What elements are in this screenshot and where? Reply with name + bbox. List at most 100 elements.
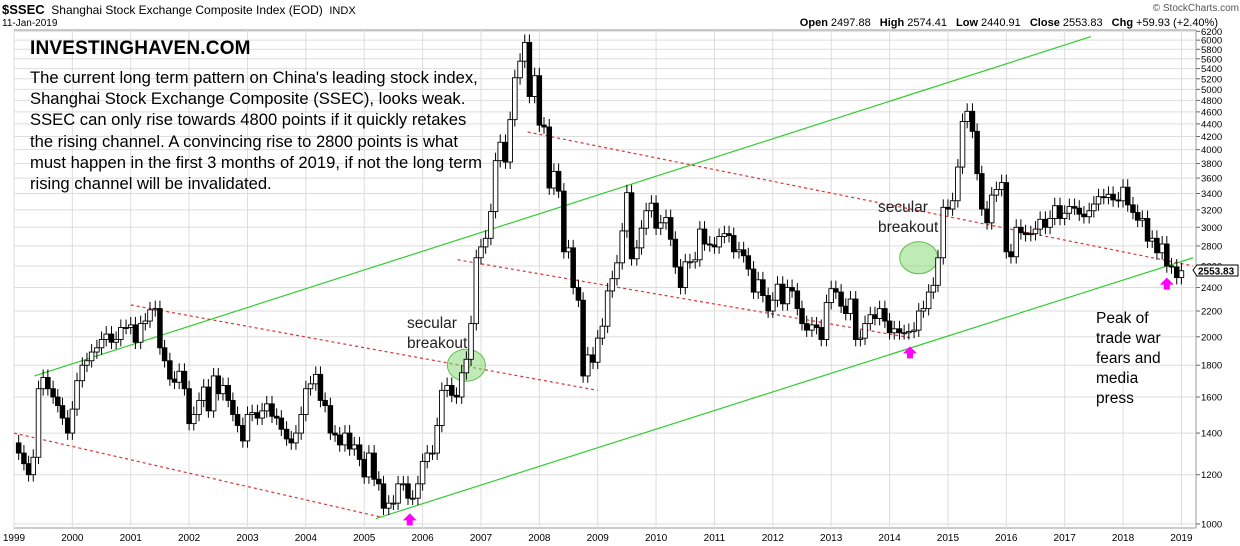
candle-body bbox=[619, 230, 625, 264]
x-tick-label: 2011 bbox=[704, 533, 726, 544]
candle-body bbox=[1051, 205, 1058, 219]
candle-body bbox=[993, 189, 1000, 196]
candle-body bbox=[667, 217, 674, 240]
candle-body bbox=[263, 403, 270, 412]
candle-body bbox=[838, 291, 844, 307]
candle-body bbox=[930, 284, 937, 293]
candle-body bbox=[857, 337, 864, 340]
candle-body bbox=[872, 314, 878, 319]
x-tick-label: 2019 bbox=[1170, 533, 1193, 544]
candle-body bbox=[823, 302, 830, 340]
candle-body bbox=[361, 458, 367, 478]
candle-body bbox=[755, 279, 761, 293]
candle-body bbox=[313, 373, 319, 385]
candle-body bbox=[570, 247, 576, 288]
candle-body bbox=[736, 249, 742, 253]
candle-body bbox=[765, 295, 771, 312]
candle-body bbox=[205, 386, 212, 412]
candle-body bbox=[945, 206, 951, 210]
candle-body bbox=[847, 298, 854, 314]
candle-body bbox=[1115, 199, 1122, 202]
candle-body bbox=[322, 399, 328, 407]
chart-date: 11-Jan-2019 bbox=[2, 18, 58, 29]
breakout-ellipse bbox=[899, 241, 939, 275]
candle-body bbox=[707, 243, 713, 246]
candle-body bbox=[84, 360, 90, 366]
candle-body bbox=[371, 452, 377, 480]
candle-body bbox=[439, 389, 445, 426]
x-tick-label: 2007 bbox=[470, 533, 493, 544]
candle-body bbox=[604, 290, 611, 327]
candle-body bbox=[113, 339, 119, 343]
x-axis: 1999 2000 2001 2002 2003 2004 2005 2006 2007 2008… bbox=[3, 533, 1193, 544]
candle-body bbox=[653, 202, 659, 229]
candle-body bbox=[191, 413, 197, 425]
candle-body bbox=[779, 283, 786, 305]
exchange: INDX bbox=[329, 5, 356, 17]
candle-body bbox=[137, 323, 144, 343]
candle-body bbox=[1086, 210, 1092, 218]
candle-body bbox=[225, 385, 231, 401]
brand-heading: INVESTINGHAVEN.COM bbox=[30, 38, 251, 59]
candle-body bbox=[575, 287, 582, 301]
candle-body bbox=[30, 456, 37, 476]
candle-body bbox=[648, 202, 655, 212]
candle-body bbox=[1071, 206, 1078, 209]
candle-body bbox=[1081, 213, 1087, 218]
candle-body bbox=[317, 373, 324, 401]
breakout-note-1: secular breakout bbox=[407, 315, 468, 352]
candle-body bbox=[774, 283, 781, 301]
candle-body bbox=[273, 415, 280, 419]
candle-body bbox=[915, 310, 922, 331]
candle-body bbox=[692, 259, 698, 263]
candle-body bbox=[852, 298, 859, 340]
candle-body bbox=[867, 314, 874, 325]
candle-body bbox=[536, 75, 543, 126]
candle-body bbox=[157, 308, 163, 349]
candle-body bbox=[327, 405, 334, 434]
candle-body bbox=[770, 299, 776, 312]
y-tick-label: 5600 bbox=[1201, 54, 1222, 65]
candle-body bbox=[167, 360, 173, 380]
candle-body bbox=[458, 372, 465, 398]
candle-body bbox=[249, 412, 255, 415]
y-tick-label: 5000 bbox=[1201, 85, 1222, 96]
candle-body bbox=[517, 60, 523, 79]
y-tick-label: 2200 bbox=[1201, 307, 1222, 318]
candle-body bbox=[911, 329, 917, 332]
candle-body bbox=[240, 425, 246, 442]
breakout-note-2: secular breakout bbox=[878, 199, 939, 236]
candle-body bbox=[677, 266, 684, 288]
candle-body bbox=[828, 288, 834, 304]
y-tick-label: 4800 bbox=[1201, 96, 1222, 107]
y-tick-label: 5400 bbox=[1201, 64, 1222, 75]
falling-channel-4 bbox=[527, 131, 1194, 267]
candle-body bbox=[366, 452, 372, 478]
candle-body bbox=[215, 375, 222, 395]
candle-body bbox=[1164, 243, 1170, 267]
candle-body bbox=[1008, 251, 1014, 258]
candle-body bbox=[98, 339, 105, 349]
candle-body bbox=[434, 425, 440, 454]
candle-body bbox=[69, 408, 76, 434]
y-tick-label: 2000 bbox=[1201, 332, 1222, 343]
candle-body bbox=[468, 323, 474, 360]
index-name: Shanghai Stock Exchange Composite Index … bbox=[51, 3, 322, 17]
candle-body bbox=[1149, 237, 1155, 242]
candle-body bbox=[196, 399, 202, 415]
candle-body bbox=[502, 141, 509, 163]
ohlc-readout: Open 2497.88 High 2574.41 Low 2440.91 Close… bbox=[800, 17, 1218, 29]
candle-body bbox=[351, 444, 358, 450]
candle-body bbox=[507, 119, 513, 163]
analysis-text: The current long term pattern on China's… bbox=[30, 68, 482, 194]
y-tick-label: 1200 bbox=[1201, 470, 1222, 481]
candle-body bbox=[789, 287, 795, 292]
candle-body bbox=[200, 386, 207, 401]
y-tick-label: 3800 bbox=[1201, 159, 1222, 170]
candle-body bbox=[711, 244, 718, 248]
candle-body bbox=[35, 388, 42, 458]
candle-body bbox=[745, 255, 752, 270]
candle-body bbox=[45, 377, 51, 390]
y-tick-label: 4400 bbox=[1201, 119, 1222, 130]
